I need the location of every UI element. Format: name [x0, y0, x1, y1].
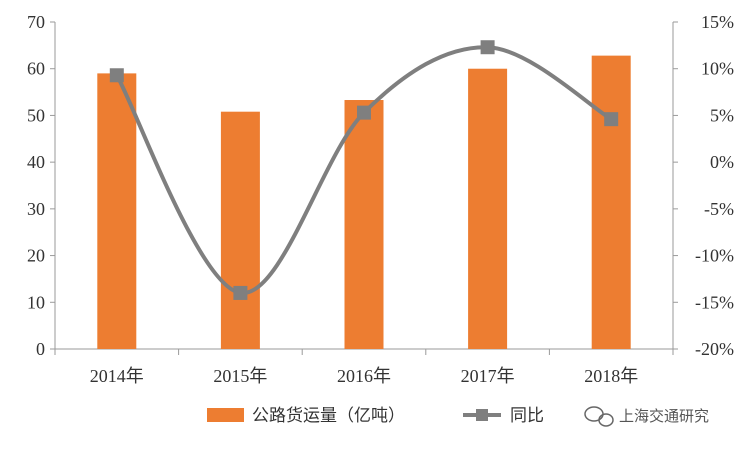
line-point	[233, 285, 248, 300]
bar	[97, 73, 137, 349]
series-line	[115, 45, 613, 295]
x-tick-label: 2014年	[90, 366, 144, 386]
legend-label-bar: 公路货运量（亿吨）	[252, 406, 405, 426]
y-left-tick-label: 20	[27, 246, 45, 266]
y-right-tick-label: -5%	[704, 199, 734, 219]
bar	[344, 100, 384, 350]
legend-swatch-bar	[207, 408, 244, 422]
line-point	[604, 112, 619, 127]
bar	[468, 68, 508, 349]
y-left-tick-label: 0	[36, 339, 45, 359]
y-right-tick-label: -20%	[695, 339, 734, 359]
y-left-tick-label: 40	[27, 152, 45, 172]
y-right-tick-label: -10%	[695, 246, 734, 266]
bar	[220, 111, 260, 349]
x-tick-label: 2018年	[584, 366, 638, 386]
y-right-tick-label: 5%	[710, 105, 734, 125]
legend-label-line: 同比	[510, 406, 544, 426]
y-right-tick-label: 10%	[701, 59, 734, 79]
x-tick-label: 2015年	[213, 366, 267, 386]
y-right-tick-label: -15%	[695, 292, 734, 312]
line-point	[480, 40, 495, 55]
x-tick-label: 2016年	[337, 366, 391, 386]
wechat-icon	[584, 406, 614, 427]
tick-labels: 0 10 20 30 40 50 60 70 -20% -15% -10% -5% 0% 5% 10% 15%…	[27, 12, 734, 386]
bar	[591, 55, 631, 350]
line-series	[109, 40, 619, 300]
watermark: 上海交通研究	[584, 406, 709, 427]
y-left-tick-label: 10	[27, 292, 45, 312]
y-right-tick-label: 15%	[701, 12, 734, 32]
legend-swatch-marker	[476, 409, 488, 421]
x-tick-label: 2017年	[461, 366, 515, 386]
y-left-tick-label: 60	[27, 59, 45, 79]
y-right-tick-label: 0%	[710, 152, 734, 172]
bar-series	[97, 55, 631, 350]
line-point	[109, 68, 124, 83]
y-left-tick-label: 30	[27, 199, 45, 219]
y-left-tick-label: 70	[27, 12, 45, 32]
y-left-tick-label: 50	[27, 105, 45, 125]
line-point	[357, 105, 371, 120]
legend: 公路货运量（亿吨） 同比	[207, 406, 544, 426]
watermark-text: 上海交通研究	[619, 407, 709, 425]
